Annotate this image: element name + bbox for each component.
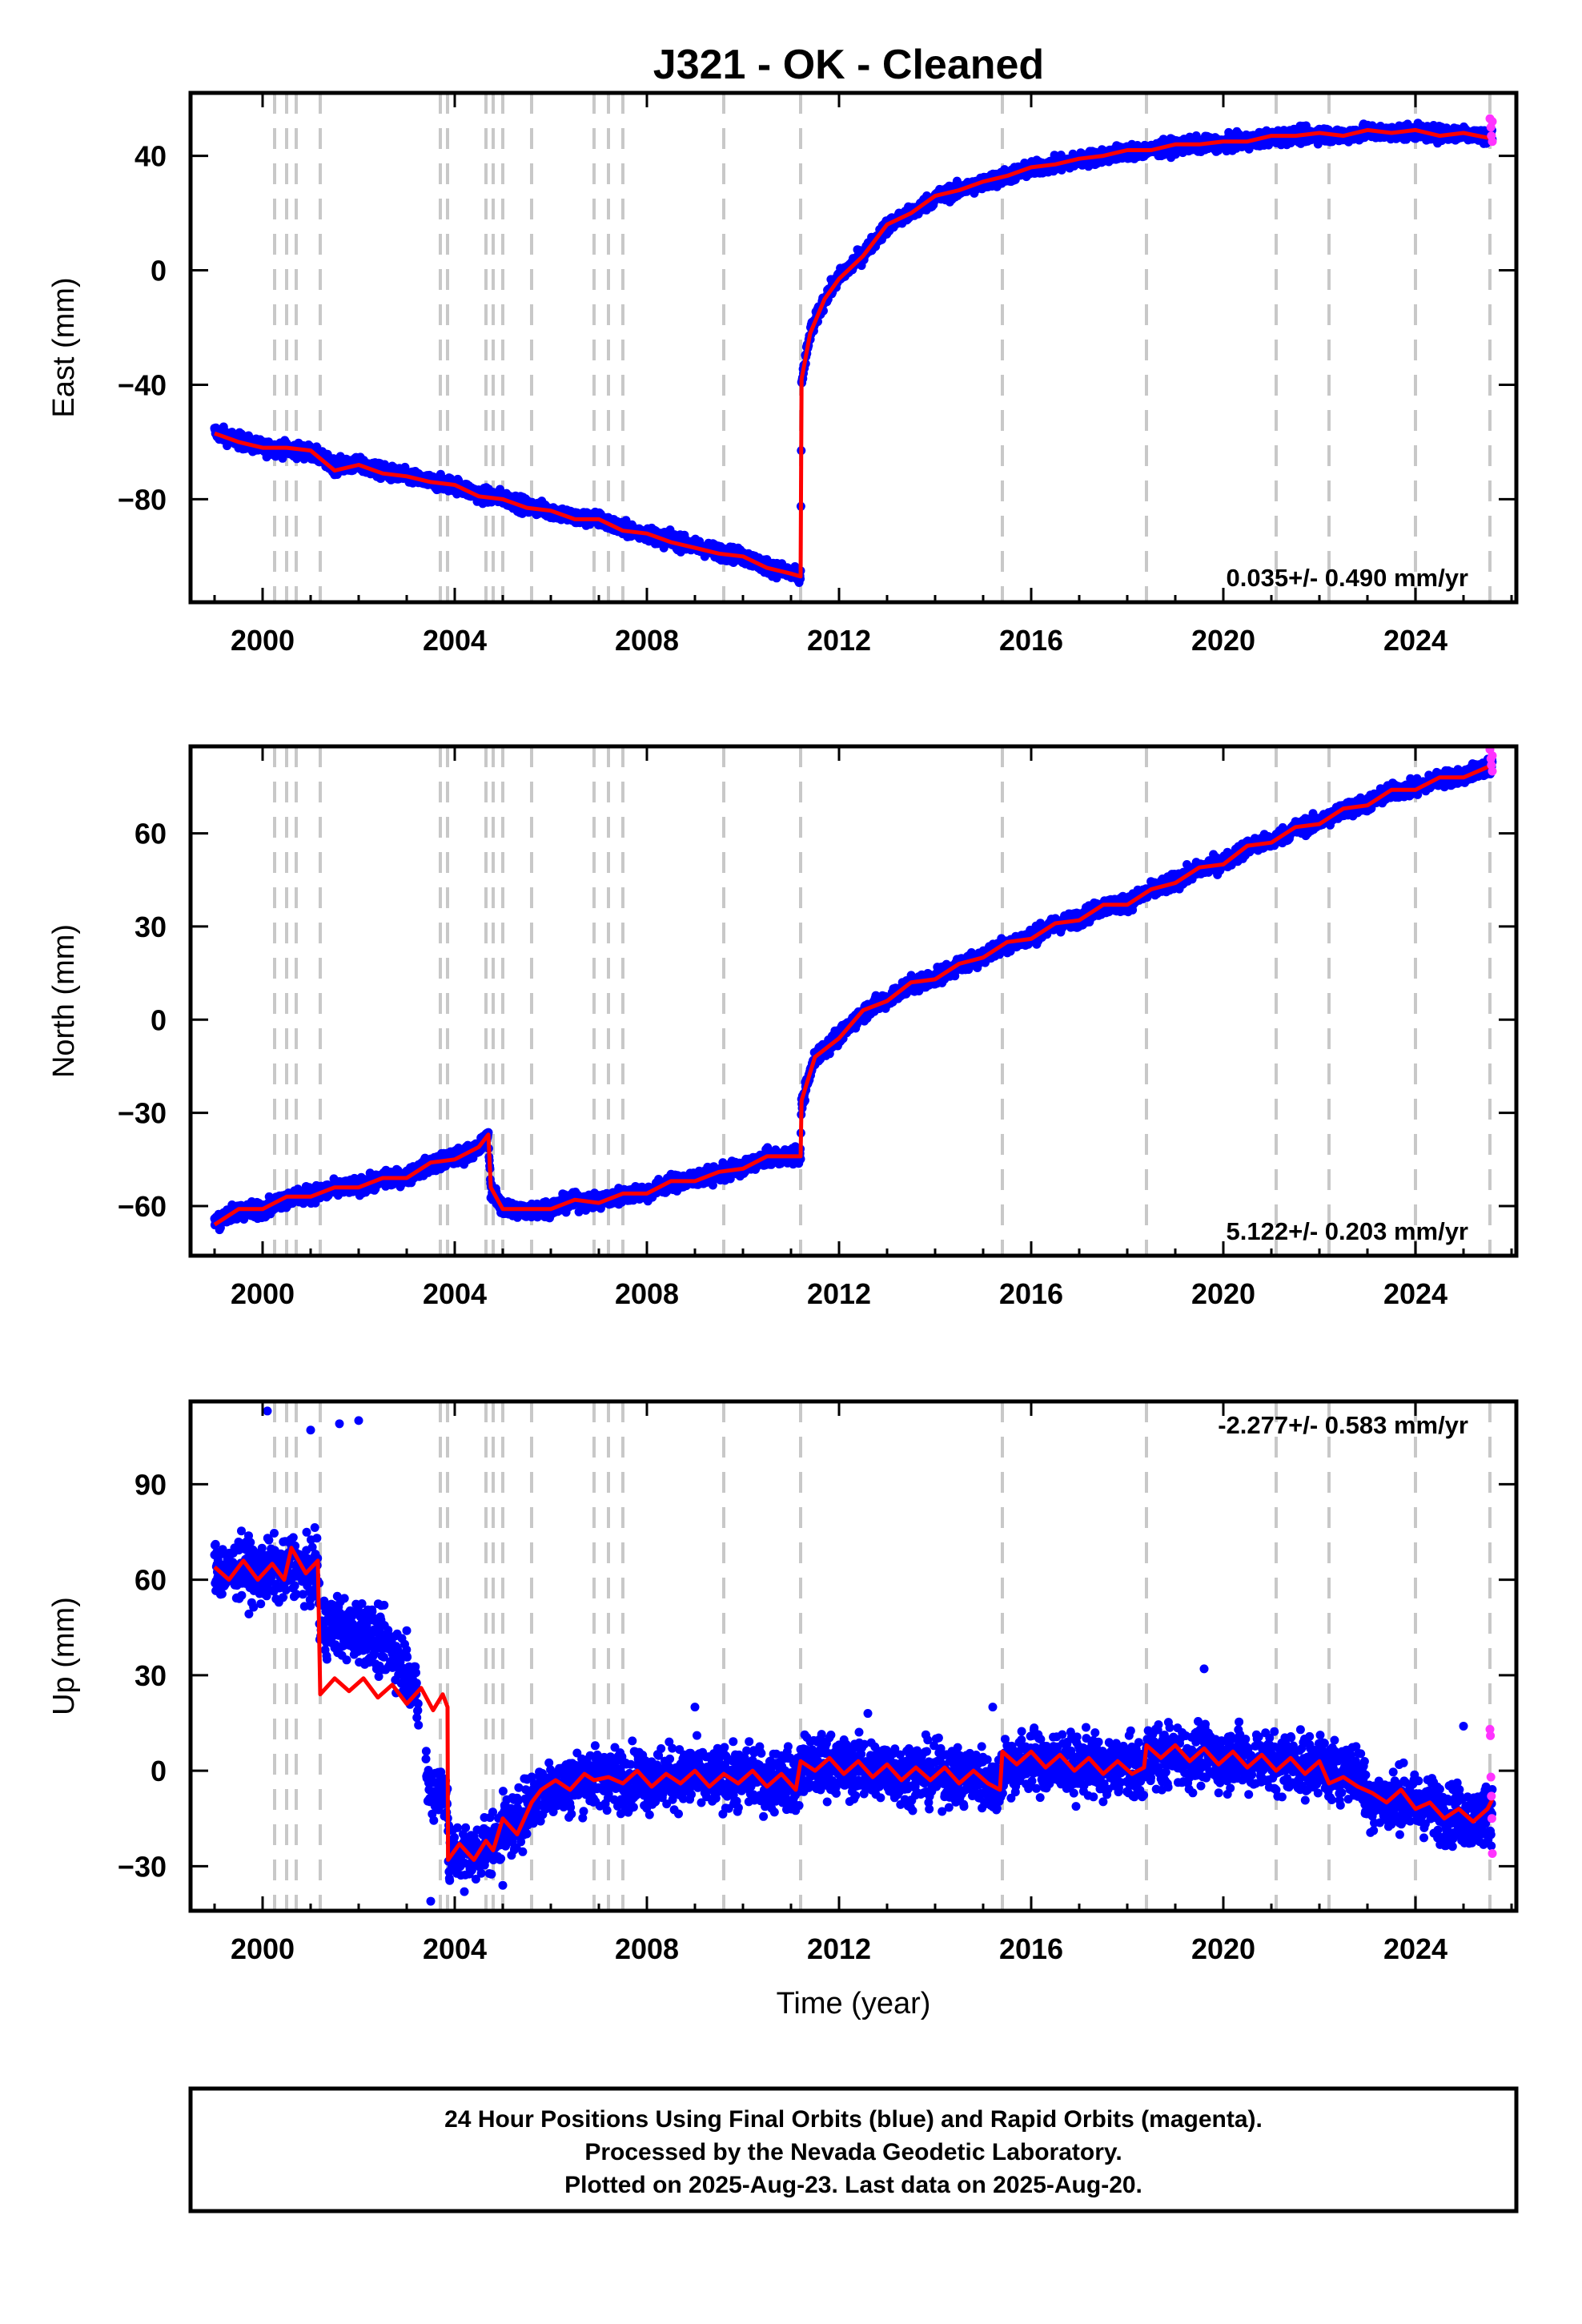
x-tick-label: 2000	[231, 624, 295, 657]
figure-title: J321 - OK - Cleaned	[653, 42, 1044, 88]
y-tick-label: −40	[118, 368, 167, 401]
rate-label: 0.035+/- 0.490 mm/yr	[1227, 564, 1468, 592]
y-tick-label: −80	[118, 483, 167, 516]
y-tick-label: 0	[151, 255, 167, 287]
panel-frame	[188, 90, 1519, 605]
north-panel: 2000 2004 2008 2012 2016 2020 2024−60−3003060N…	[47, 744, 1519, 1310]
model-line	[214, 127, 1493, 579]
x-tick-label: 2020	[1191, 624, 1255, 657]
east-panel: 2000 2004 2008 2012 2016 2020 2024 −80 −40 0 40 Eas…	[47, 90, 1519, 657]
y-tick-label: 40	[135, 140, 167, 173]
rapid-point	[1488, 117, 1497, 127]
x-tick-label: 2024	[1383, 624, 1447, 657]
x-tick-label: 2016	[999, 624, 1063, 657]
x-tick-label: 2004	[423, 624, 487, 657]
plot-area	[210, 93, 1497, 602]
y-axis-title: East (mm)	[47, 277, 81, 417]
x-tick-label: 2008	[615, 624, 679, 657]
rapid-point	[1488, 137, 1497, 147]
x-tick-label: 2012	[807, 624, 871, 657]
plot-area	[210, 746, 1497, 1256]
